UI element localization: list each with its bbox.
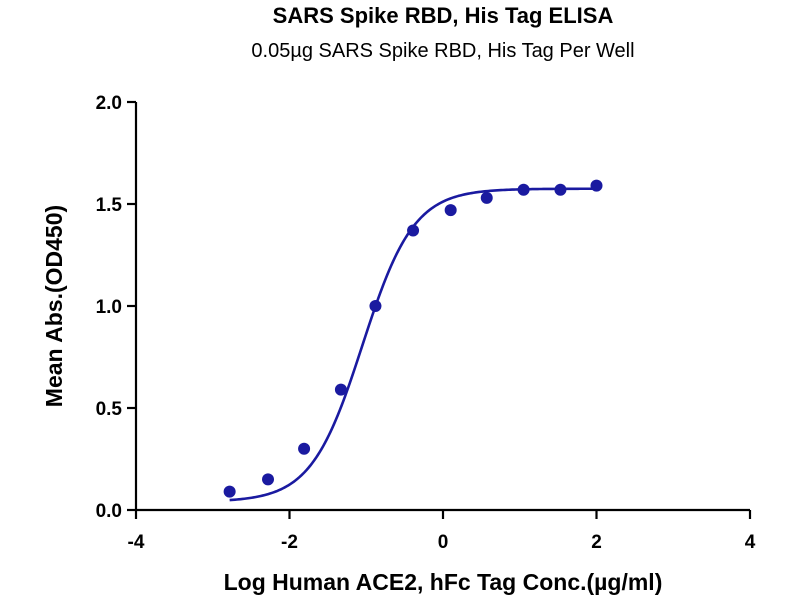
x-ticks: -4 -2 0 2 4 [128,510,756,553]
x-tick-label: -2 [281,532,298,553]
y-tick-label: 0.5 [96,399,123,420]
axes [134,102,750,512]
y-tick-label: 1.5 [96,195,123,216]
data-point [590,179,603,192]
x-axis-label: Log Human ACE2, hFc Tag Conc.(µg/ml) [224,569,663,595]
chart-subtitle: 0.05µg SARS Spike RBD, His Tag Per Well [251,40,634,62]
x-tick-label: 0 [438,532,449,553]
data-point [223,485,236,498]
x-tick-label: -4 [128,532,145,553]
data-point [517,183,530,196]
data-point [444,204,457,217]
x-tick-label: 4 [745,532,756,553]
data-point [480,191,493,204]
data-point [334,383,347,396]
data-point [298,442,311,455]
data-point [407,224,420,237]
data-point [369,300,382,312]
y-ticks: 0.0 0.5 1.0 1.5 2.0 [96,93,136,522]
y-tick-label: 0.0 [96,501,122,522]
chart-title: SARS Spike RBD, His Tag ELISA [273,3,614,28]
x-tick-label: 2 [591,532,602,553]
y-tick-label: 2.0 [96,93,122,114]
data-point [554,183,567,196]
y-axis-label: Mean Abs.(OD450) [41,205,67,407]
y-tick-label: 1.0 [96,297,122,318]
data-point [262,473,275,486]
data-points [223,179,603,498]
